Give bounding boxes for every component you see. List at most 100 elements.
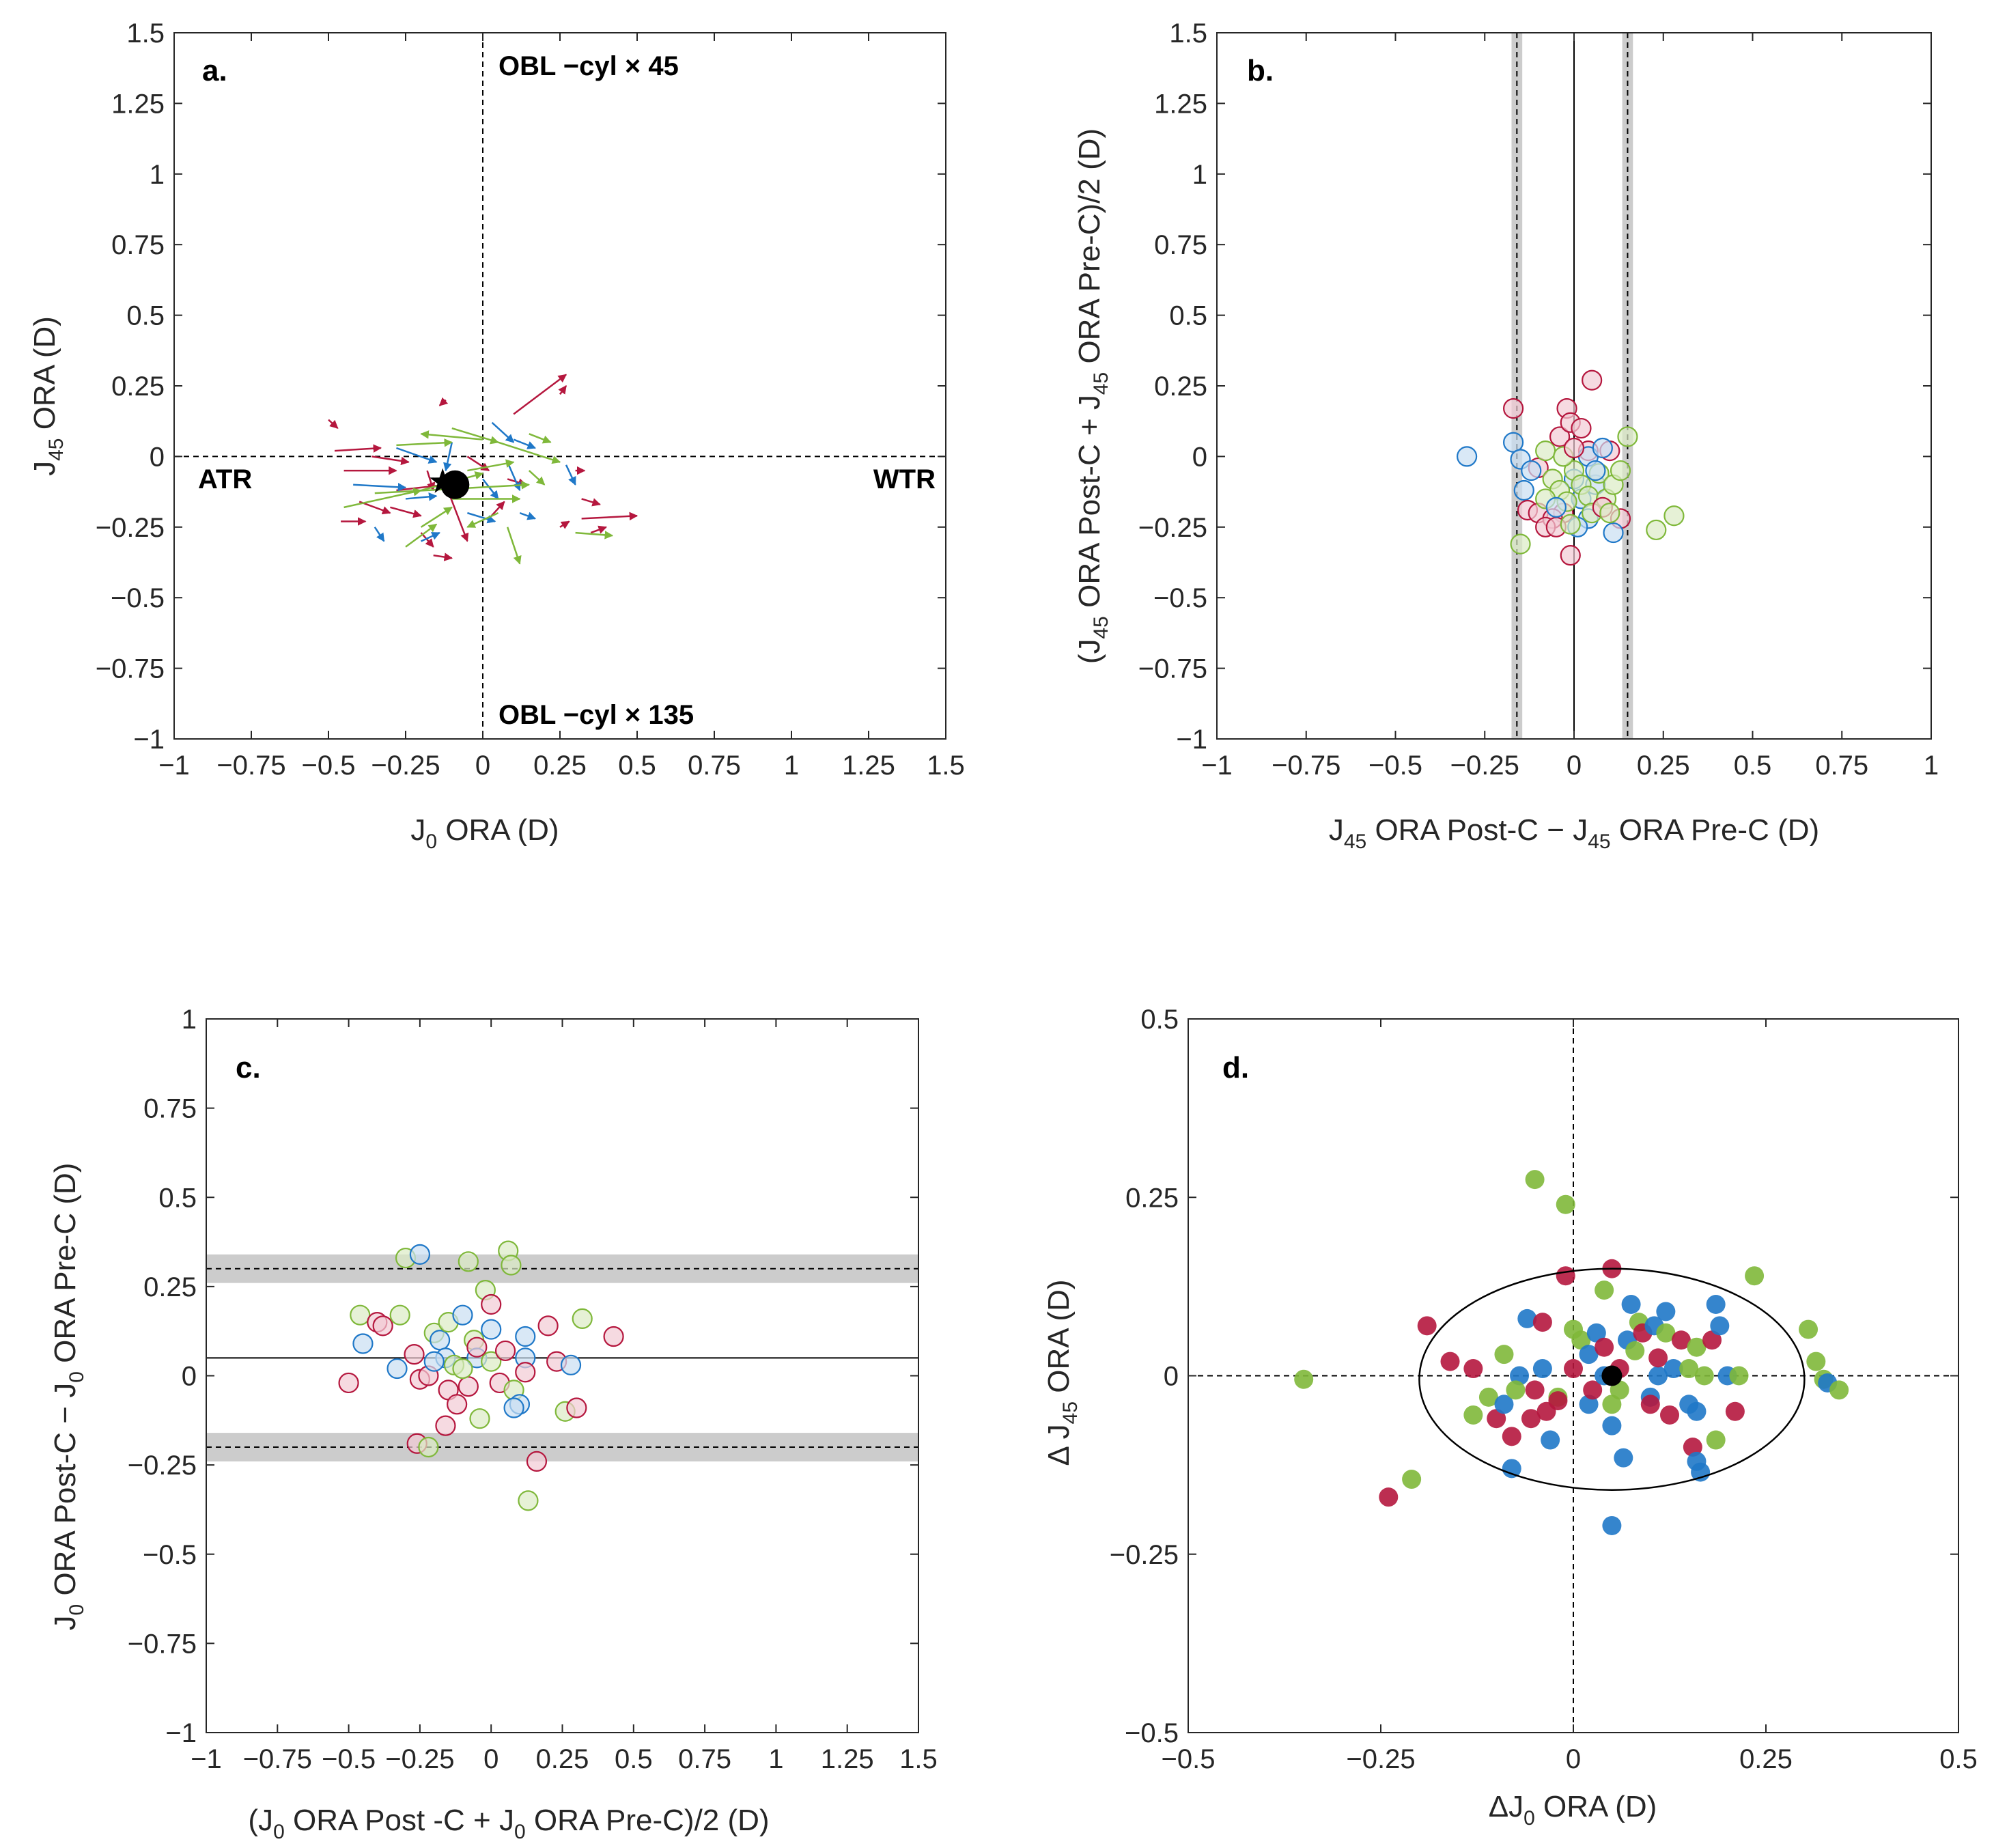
panel-c-x-tick-label-3: −0.25	[385, 1744, 454, 1774]
panel-b-point-red-18	[1560, 545, 1581, 566]
panel-b-y-tick-label-3: −0.25	[1138, 513, 1207, 543]
panel-c-point-green-27	[469, 1408, 490, 1429]
panel-d-point-green-73	[1806, 1352, 1826, 1371]
panel-c-point-green-2	[350, 1304, 371, 1326]
panel-d-point-blue-43	[1621, 1295, 1641, 1314]
panel-d-point-blue-35	[1602, 1416, 1622, 1436]
panel-d-point-blue-20	[1541, 1430, 1560, 1450]
panel-a-arrow-blue-32	[565, 464, 576, 486]
panel-d-point-red-69	[1725, 1401, 1745, 1421]
panel-c-y-tick-label-7: 0.75	[143, 1094, 197, 1124]
panel-b-y-axis-label: (J45 ORA Post-C + J45 ORA Pre-C)/2 (D)	[1073, 128, 1112, 664]
panel-c-point-blue-50	[423, 1351, 445, 1372]
panel-d-point-red-77	[1521, 1409, 1541, 1429]
panel-c-point-red-47	[566, 1397, 587, 1418]
panel-c-x-tick-label-0: −1	[191, 1744, 222, 1774]
panel-c-point-blue-53	[503, 1397, 524, 1418]
panel-c-x-tick-label-5: 0.25	[536, 1744, 589, 1774]
panel-d-point-blue-52	[1656, 1302, 1676, 1321]
panel-a-arrow-red-11	[466, 456, 490, 472]
panel-d-point-blue-9	[1494, 1395, 1514, 1414]
panel-b-point-green-42	[1617, 426, 1638, 447]
panel-a-arrow-red-8	[438, 397, 449, 406]
panel-a-arrow-green-49	[506, 527, 522, 565]
panel-a-arrow-blue-34	[405, 492, 438, 501]
panel-b-point-blue-25	[1592, 437, 1613, 459]
panel-d-point-green-60	[1687, 1337, 1707, 1357]
panel-d-point-green-2	[1402, 1470, 1422, 1489]
panel-d-y-tick-label-2: 0	[1164, 1362, 1179, 1392]
panel-b-x-tick-label-0: −1	[1201, 751, 1233, 781]
panel-b-point-green-43	[1646, 519, 1667, 541]
panel-b-y-tick-label-5: 0.25	[1154, 372, 1207, 402]
panel-d-point-red-55	[1671, 1330, 1691, 1350]
panel-c-point-blue-30	[481, 1319, 502, 1340]
panel-b-x-tick-label-5: 0.25	[1637, 751, 1690, 781]
panel-c-x-tick-label-7: 0.75	[678, 1744, 731, 1774]
panel-d-point-red-34	[1595, 1337, 1614, 1357]
panel-d-point-red-30	[1583, 1380, 1603, 1400]
panel-d-point-red-53	[1660, 1405, 1679, 1425]
panel-b-y-tick-label-1: −0.75	[1138, 654, 1207, 684]
panel-b-x-tick-label-4: 0	[1567, 751, 1582, 781]
panel-c-point-red-21	[447, 1394, 468, 1415]
panel-a-label: a.	[202, 54, 227, 87]
panel-a-annotation-bottom: OBL −cyl × 135	[498, 700, 694, 730]
panel-b-y-tick-label-2: −0.5	[1153, 583, 1207, 613]
panel-d-point-blue-65	[1706, 1295, 1726, 1314]
panel-b-y-tick-label-4: 0	[1192, 442, 1207, 472]
panel-b-point-blue-51	[1585, 460, 1606, 481]
panel-a-arrow-green-43	[466, 512, 499, 528]
panel-b-y-tick-label-10: 1.5	[1169, 18, 1207, 48]
panel-a-x-tick-label-6: 0.5	[618, 751, 656, 781]
panel-b-x-tick-label-7: 0.75	[1815, 751, 1868, 781]
panel-d-point-blue-59	[1687, 1401, 1707, 1421]
panel-d-x-tick-label-4: 0.5	[1939, 1744, 1978, 1774]
panel-d-point-green-44	[1625, 1341, 1645, 1360]
panel-a-x-axis-label: J0 ORA (D)	[410, 813, 559, 853]
panel-a-arrow-blue-25	[396, 447, 438, 464]
panel-b-y-tick-label-7: 0.75	[1154, 230, 1207, 260]
panel-c-x-tick-label-6: 0.5	[615, 1744, 653, 1774]
panel-d-label: d.	[1222, 1051, 1249, 1084]
panel-a-arrow-red-18	[590, 525, 607, 534]
panel-b-point-blue-0	[1457, 446, 1478, 467]
panel-d-point-green-36	[1602, 1395, 1622, 1414]
panel-a-centroid-circle	[440, 470, 470, 499]
panel-d-point-blue-41	[1614, 1448, 1633, 1468]
panel-d-point-red-64	[1702, 1330, 1722, 1350]
panel-c-x-tick-label-8: 1	[768, 1744, 783, 1774]
panel-c-point-green-41	[518, 1490, 539, 1511]
panel-c-y-tick-label-1: −0.75	[128, 1629, 197, 1659]
panel-a-arrow-red-0	[328, 419, 339, 429]
panel-d-x-tick-label-3: 0.25	[1739, 1744, 1793, 1774]
panel-a-x-tick-label-7: 0.75	[688, 751, 741, 781]
panel-a-x-tick-label-4: 0	[475, 751, 490, 781]
panel-c-point-blue-8	[409, 1244, 431, 1265]
panel-d-point-green-23	[1556, 1194, 1575, 1214]
panel-c-point-blue-22	[452, 1304, 473, 1326]
panel-c-point-red-24	[458, 1376, 479, 1397]
panel-a-annotation-right: WTR	[873, 464, 936, 494]
panel-d-centroid	[1601, 1365, 1623, 1386]
panel-b-point-green-45	[1560, 514, 1581, 535]
panel-a-x-tick-label-3: −0.25	[371, 751, 440, 781]
panel-a-arrow-blue-24	[374, 527, 385, 542]
panel-d-point-green-0	[1294, 1369, 1314, 1389]
panel-c-x-tick-label-4: 0	[483, 1744, 498, 1774]
panel-d-point-green-70	[1729, 1366, 1749, 1386]
panel-d-point-red-8	[1487, 1409, 1506, 1429]
panel-d-y-tick-label-1: −0.25	[1110, 1540, 1179, 1570]
panel-a-arrow-blue-27	[443, 442, 453, 472]
panel-c-point-red-19	[435, 1415, 456, 1436]
panel-c-y-tick-label-6: 0.5	[158, 1183, 197, 1213]
panel-b-point-green-41	[1610, 460, 1631, 481]
panel-a-arrow-green-48	[575, 531, 614, 540]
panel-a-y-tick-label-8: 1	[150, 160, 165, 190]
panel-c-point-blue-1	[352, 1333, 374, 1354]
panel-b-point-red-53	[1563, 437, 1585, 459]
panel-d-point-green-71	[1745, 1266, 1765, 1286]
panel-a-arrow-red-1	[334, 444, 382, 453]
panel-a-arrow-red-5	[371, 456, 410, 466]
